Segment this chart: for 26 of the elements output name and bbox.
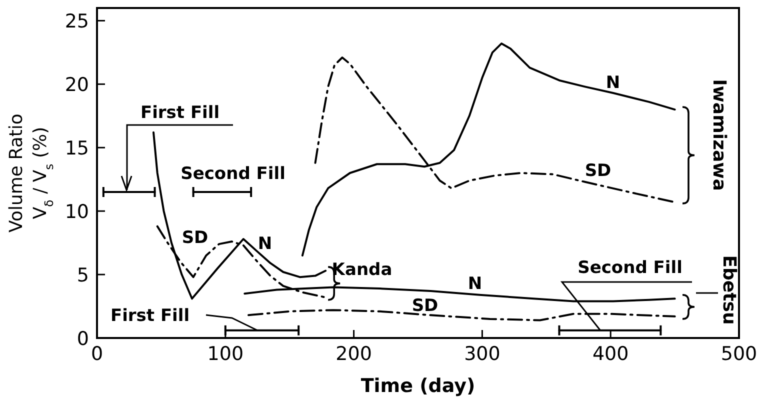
- y-tick-label: 20: [64, 74, 89, 96]
- annotation: First Fill: [110, 306, 190, 326]
- annotation: Kanda: [332, 260, 392, 280]
- x-tick-label: 400: [592, 343, 629, 365]
- x-tick-label: 0: [90, 343, 104, 365]
- annotation: Ebetsu: [718, 255, 740, 325]
- annotation: Second Fill: [180, 164, 286, 184]
- y-tick-label: 15: [64, 138, 89, 160]
- annotation: SD: [182, 228, 208, 248]
- y-tick-label: 25: [64, 10, 89, 33]
- annotation: SD: [412, 296, 438, 316]
- x-tick-label: 200: [336, 343, 372, 365]
- annotation: N: [258, 234, 272, 254]
- y-tick-label: 0: [76, 328, 89, 350]
- annotation: N: [606, 73, 620, 93]
- x-tick-label: 300: [464, 343, 500, 365]
- y-tick-label: 10: [64, 201, 89, 224]
- annotation: Iwamizawa: [708, 79, 730, 191]
- y-tick-label: 5: [76, 264, 89, 287]
- annotation: Second Fill: [578, 258, 682, 278]
- x-tick-label: 100: [207, 343, 244, 365]
- annotation: N: [468, 274, 482, 294]
- annotation: First Fill: [140, 103, 220, 123]
- x-axis-title: Time (day): [360, 375, 476, 397]
- annotation: SD: [584, 161, 612, 181]
- x-tick-label: 500: [720, 343, 758, 365]
